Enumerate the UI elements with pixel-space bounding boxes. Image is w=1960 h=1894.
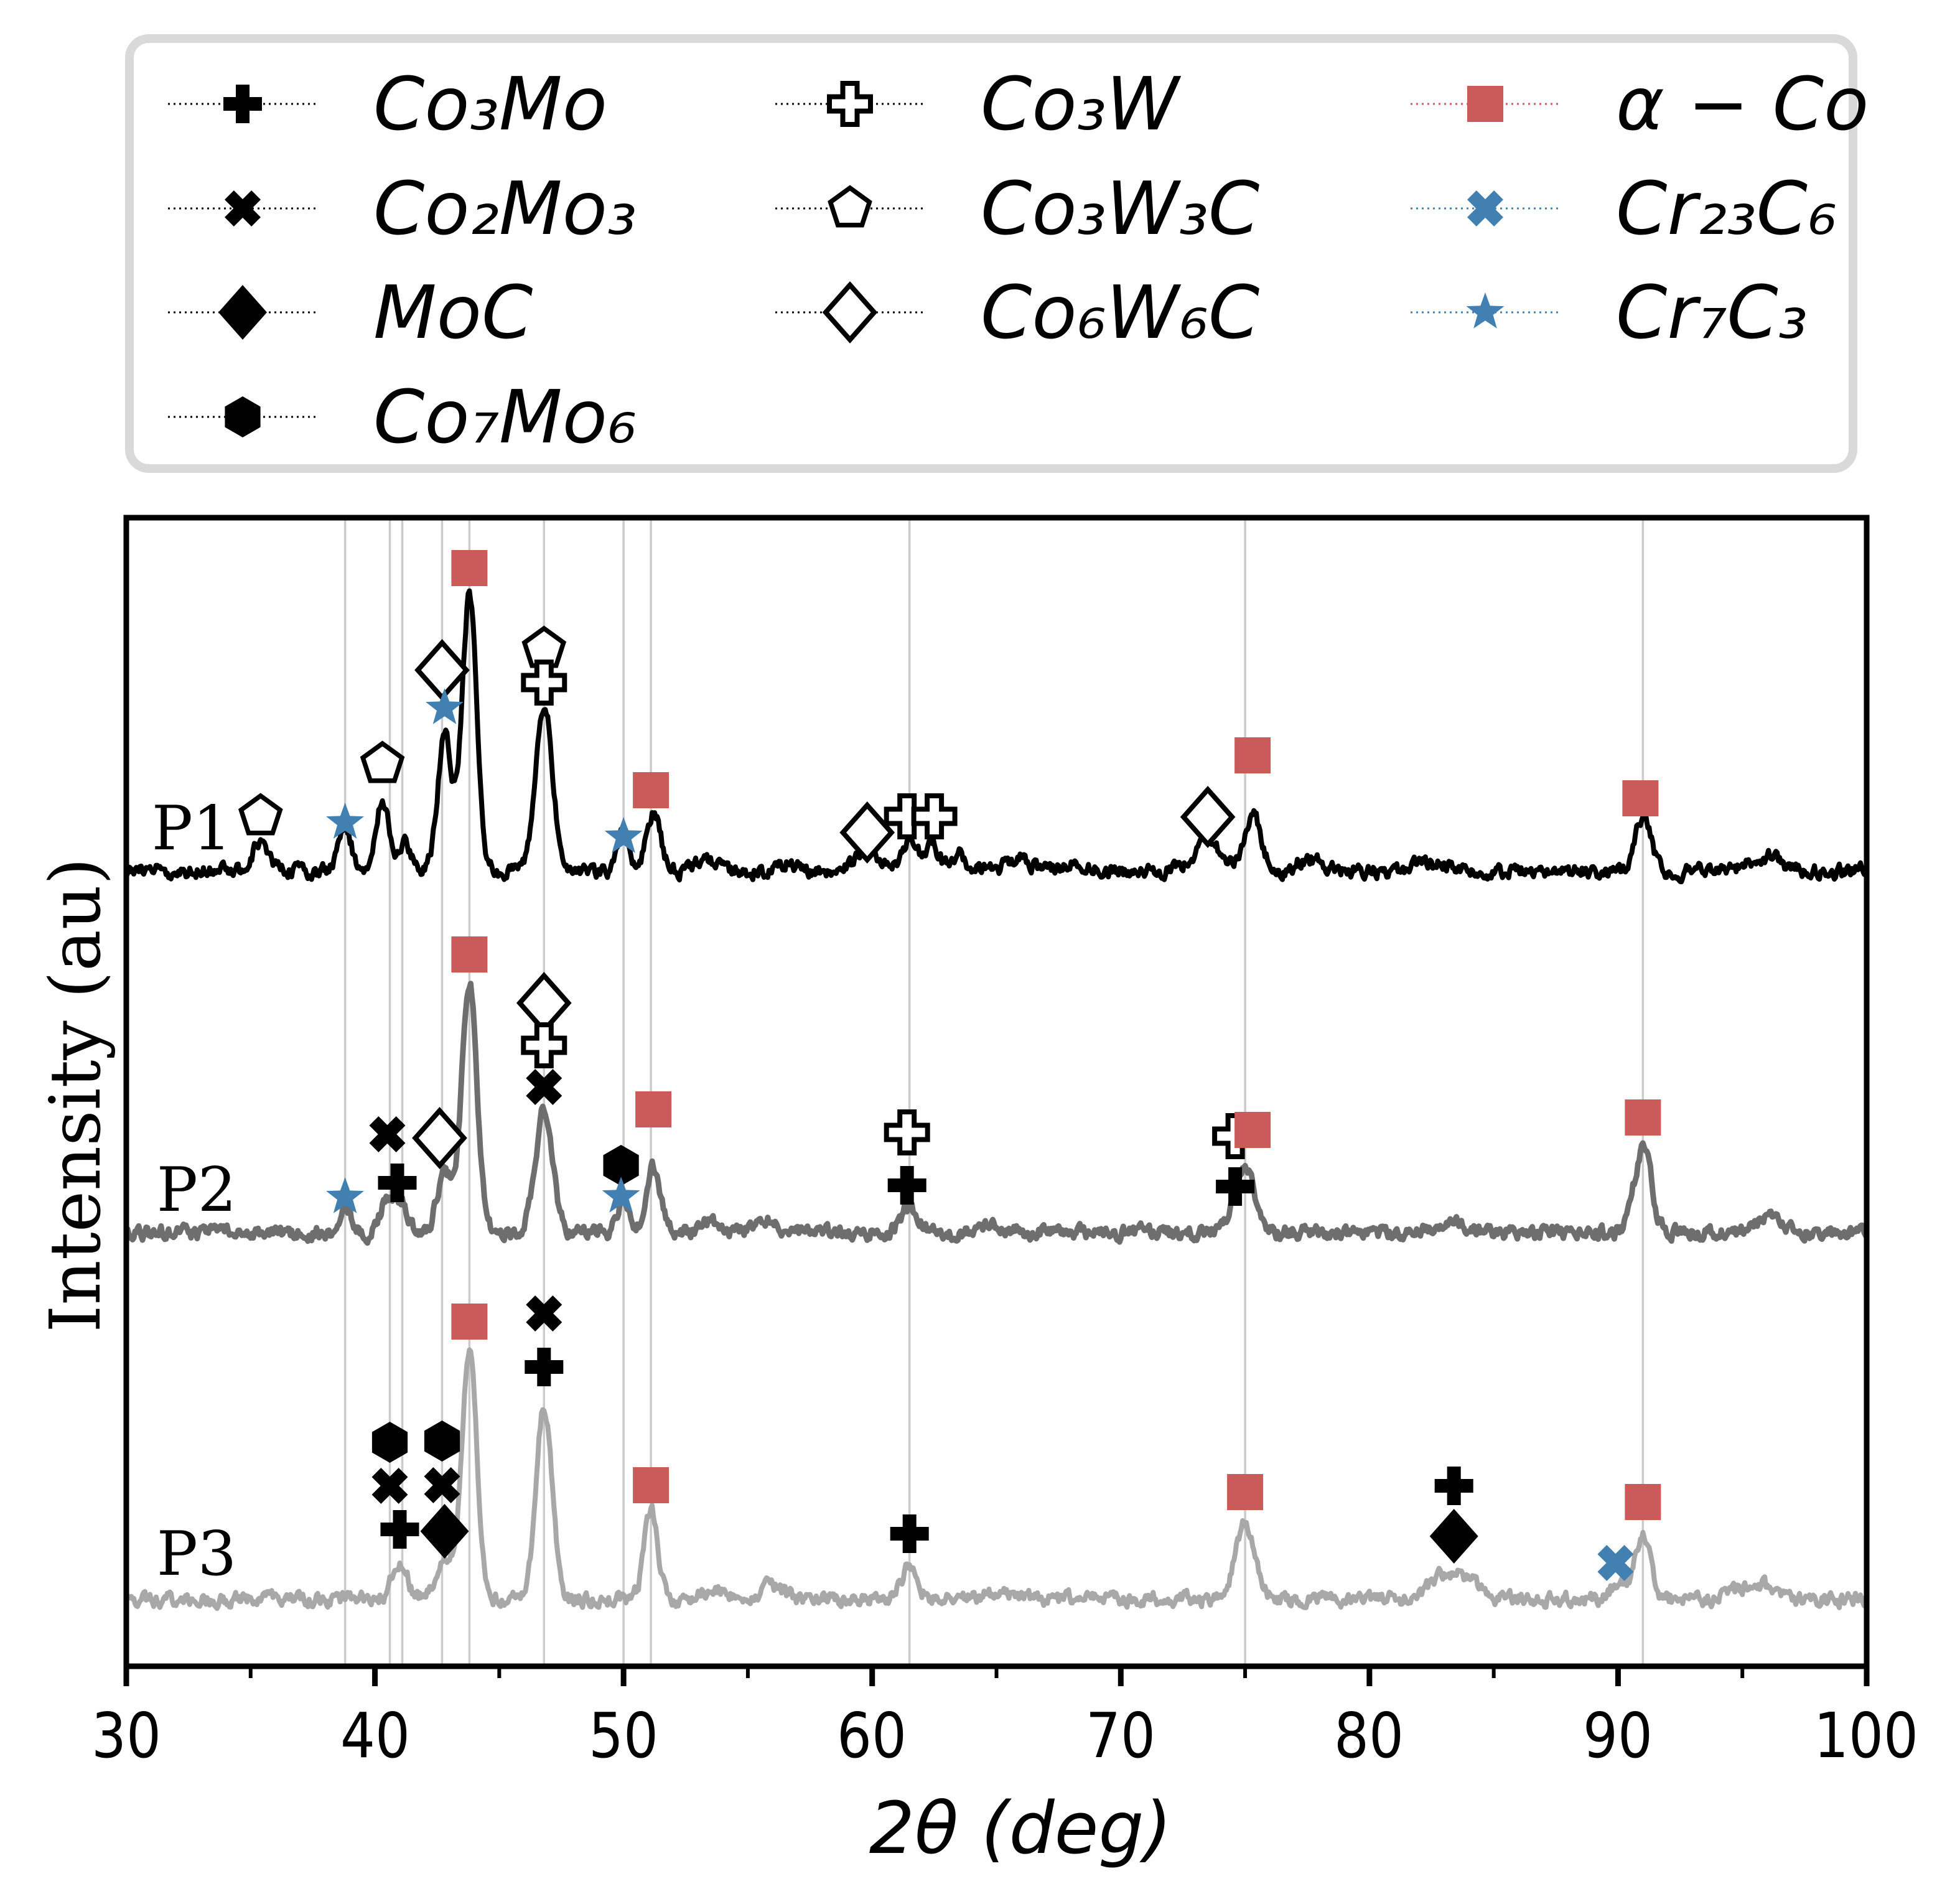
legend-item-co2mo3: Co₂Mo₃: [156, 156, 637, 261]
curve-p1: [124, 588, 1869, 885]
legend-label: α − Co: [1616, 61, 1869, 147]
marker-x: [526, 1295, 562, 1332]
marker-plus: [887, 1166, 926, 1205]
open-plus-icon: [763, 52, 937, 156]
markers-p1: [238, 550, 1659, 864]
legend-item-alpha-co: α − Co: [1398, 52, 1869, 156]
blue-star-icon: [1398, 260, 1572, 365]
legend-label: MoC: [373, 269, 533, 355]
markers-p2: [326, 936, 1661, 1213]
x-icon: [156, 156, 330, 261]
legend-item-co7mo6: Co₇Mo₆: [156, 365, 637, 469]
x-tick-50: 50: [589, 1699, 658, 1772]
marker-pentagon-open: [360, 740, 405, 783]
marker-square: [451, 1304, 488, 1340]
marker-square: [633, 772, 670, 808]
legend-label: Co₇Mo₆: [373, 374, 637, 460]
x-tick-30: 30: [91, 1699, 161, 1772]
axes: [123, 515, 1870, 1686]
marker-plus: [1434, 1467, 1473, 1505]
markers-p3: [371, 1295, 1661, 1581]
series-label-p3: P3: [156, 1519, 237, 1590]
marker-diamond-open: [414, 638, 470, 702]
marker-diamond-open: [839, 801, 895, 864]
marker-square: [1622, 780, 1659, 816]
x-tick-40: 40: [340, 1699, 410, 1772]
series-label-p2: P2: [156, 1155, 237, 1226]
marker-x: [424, 1467, 460, 1503]
diamond-icon: [156, 260, 330, 365]
legend-label: Cr₂₃C₆: [1616, 166, 1837, 251]
marker-plus: [890, 1514, 929, 1553]
marker-square: [451, 550, 488, 586]
marker-square: [451, 936, 488, 973]
legend-label: Cr₇C₃: [1616, 269, 1808, 355]
blue-x-icon: [1398, 156, 1572, 261]
marker-square: [1234, 1112, 1271, 1148]
marker-plus: [525, 1348, 564, 1386]
y-axis-title: Intensity (au): [35, 857, 116, 1333]
marker-x: [1597, 1545, 1634, 1581]
legend-label: Co₃W: [981, 61, 1179, 147]
legend-item-cr7c3: Cr₇C₃: [1398, 260, 1808, 365]
marker-plus-open: [521, 1022, 567, 1068]
open-diamond-icon: [763, 260, 937, 365]
marker-hexagon: [603, 1145, 639, 1186]
x-tick-70: 70: [1086, 1699, 1155, 1772]
marker-plus: [1216, 1167, 1255, 1206]
hexagon-icon: [156, 365, 330, 469]
x-axis-title: 2θ (deg): [869, 1787, 1172, 1870]
marker-plus-open: [521, 660, 567, 706]
marker-diamond-open: [1180, 785, 1236, 849]
marker-square: [1625, 1099, 1661, 1136]
marker-x: [369, 1116, 406, 1152]
marker-square: [1625, 1484, 1661, 1520]
marker-diamond-open: [412, 1106, 467, 1170]
marker-star: [604, 817, 643, 853]
marker-square: [1234, 737, 1271, 773]
legend-item-co3w3c: Co₃W₃C: [763, 156, 1259, 261]
curve-p2: [123, 981, 1870, 1246]
x-tick-80: 80: [1334, 1699, 1404, 1772]
marker-star: [326, 803, 365, 839]
marker-square: [1227, 1474, 1264, 1510]
marker-diamond: [1429, 1509, 1478, 1564]
marker-star: [326, 1177, 365, 1213]
x-tick-100: 100: [1814, 1699, 1918, 1772]
marker-star: [602, 1177, 640, 1213]
marker-x: [371, 1468, 408, 1504]
legend-label: Co₃Mo: [373, 61, 607, 147]
legend-item-co6w6c: Co₆W₆C: [763, 260, 1259, 365]
series-label-p1: P1: [151, 793, 232, 864]
legend-item-co3w: Co₃W: [763, 52, 1179, 156]
legend-box: Co₃Mo Co₂Mo₃ MoC Co₇Mo₆ Co₃W Co₃W₃C Co₆W…: [125, 34, 1869, 473]
marker-hexagon: [371, 1422, 408, 1463]
legend-label: Co₃W₃C: [981, 166, 1260, 251]
x-tick-90: 90: [1583, 1699, 1653, 1772]
legend-label: Co₆W₆C: [981, 269, 1260, 355]
legend-item-cr23c6: Cr₂₃C₆: [1398, 156, 1837, 261]
x-tick-60: 60: [837, 1699, 907, 1772]
marker-diamond-open: [516, 971, 572, 1035]
marker-square: [633, 1467, 670, 1503]
legend-label: Co₂Mo₃: [373, 166, 637, 251]
marker-plus: [378, 1164, 417, 1202]
marker-hexagon: [424, 1420, 460, 1462]
marker-plus-open: [884, 1109, 930, 1155]
legend-item-co3mo: Co₃Mo: [156, 52, 607, 156]
marker-pentagon-open: [238, 793, 283, 836]
open-pentagon-icon: [763, 156, 937, 261]
marker-star: [426, 688, 464, 724]
red-square-icon: [1398, 52, 1572, 156]
marker-plus: [380, 1510, 419, 1549]
curve-p3: [124, 1347, 1869, 1612]
plus-icon: [156, 52, 330, 156]
marker-x: [526, 1069, 562, 1105]
marker-diamond: [420, 1504, 469, 1559]
marker-square: [635, 1091, 672, 1127]
legend-item-moc: MoC: [156, 260, 533, 365]
marker-plus-open: [911, 793, 958, 839]
